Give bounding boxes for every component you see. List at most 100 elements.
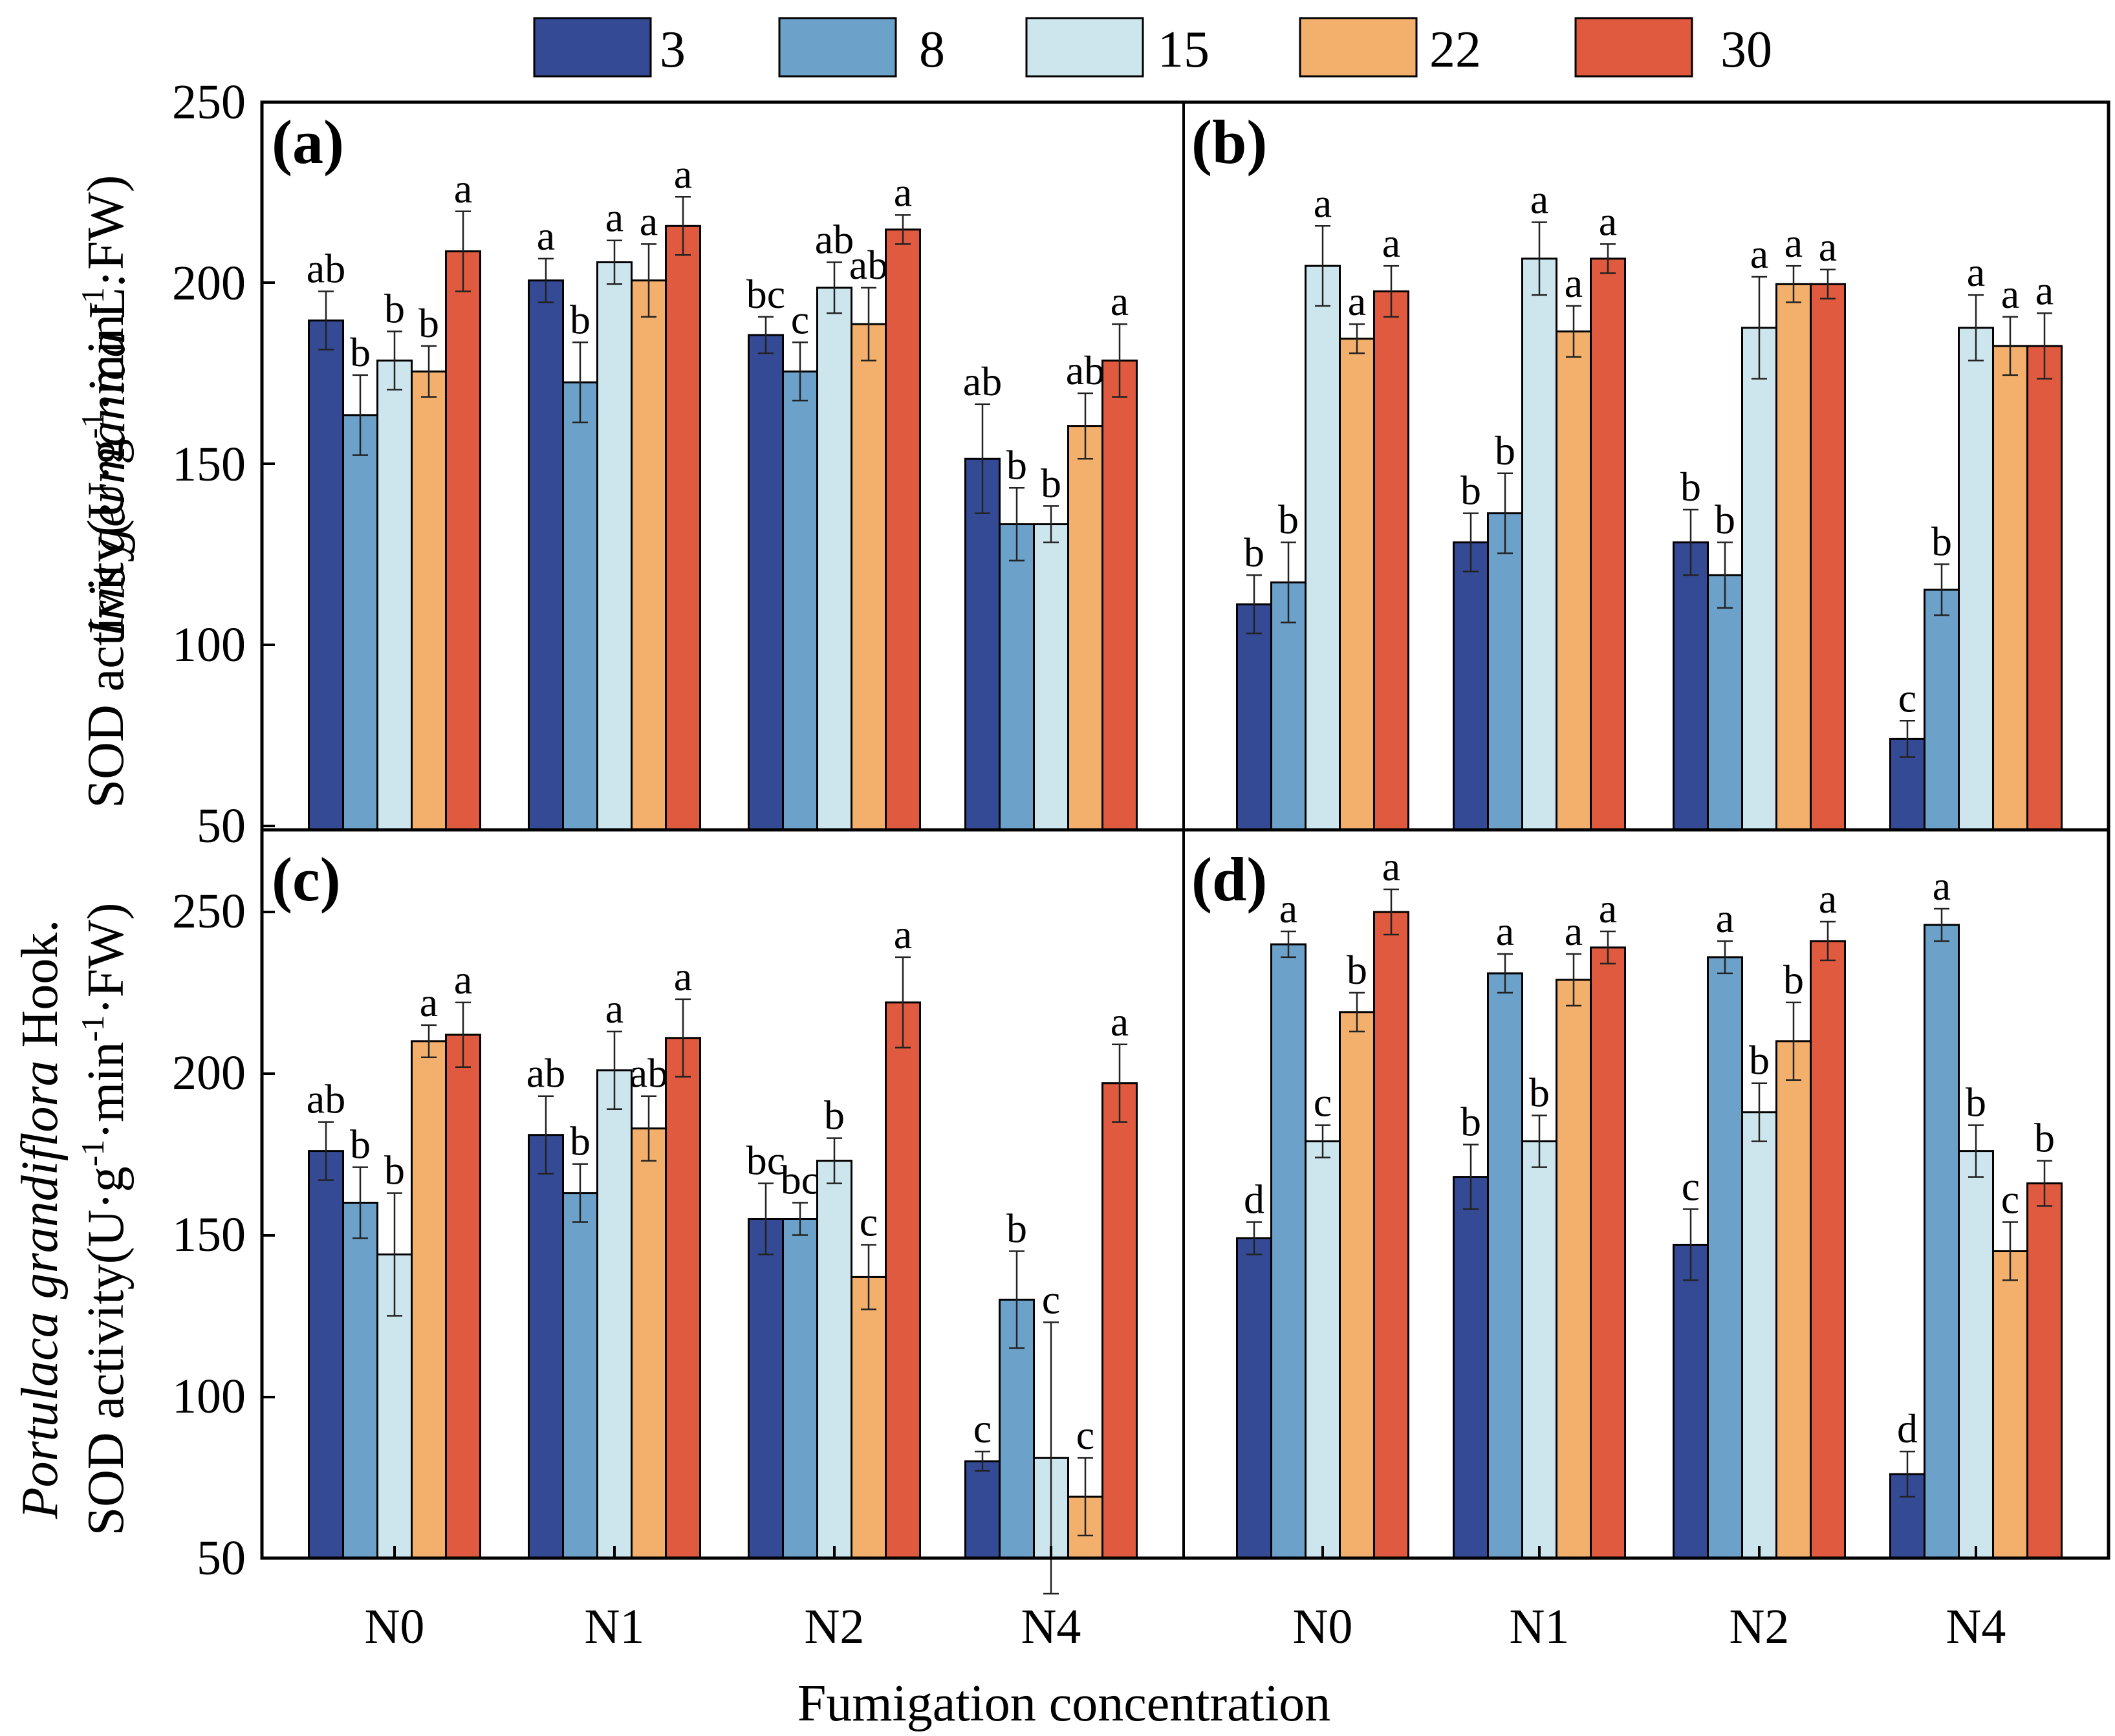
error-bar bbox=[318, 1121, 334, 1181]
significance-label: a bbox=[1279, 885, 1297, 931]
legend-swatch-8 bbox=[778, 17, 897, 78]
bar-n0-8 bbox=[1270, 943, 1307, 1559]
error-bar bbox=[1315, 1124, 1330, 1158]
x-tick-label: N1 bbox=[585, 1600, 645, 1654]
error-bar bbox=[1349, 323, 1365, 354]
x-ticks-left: N0 N1 N2 N4 bbox=[365, 1600, 1081, 1654]
bar-n0-22 bbox=[1339, 1011, 1375, 1559]
species-suffix-iris: L. bbox=[79, 274, 136, 332]
significance-label: b bbox=[1495, 428, 1515, 473]
significance-label: a bbox=[1784, 220, 1803, 266]
x-tick-label: N4 bbox=[1021, 1600, 1081, 1654]
error-bar bbox=[758, 1182, 774, 1255]
y-tick-label: 100 bbox=[172, 1369, 246, 1424]
error-bar bbox=[2037, 1160, 2052, 1207]
bar-n2-22 bbox=[851, 1275, 887, 1559]
legend-label-8: 8 bbox=[919, 21, 945, 78]
error-bar bbox=[1934, 907, 1949, 942]
error-bar bbox=[1900, 720, 1915, 758]
significance-label: bc bbox=[746, 271, 785, 317]
error-bar bbox=[1463, 512, 1479, 572]
bar-n4-8 bbox=[1924, 589, 1960, 831]
error-bar bbox=[455, 210, 471, 292]
significance-label: b bbox=[1931, 518, 1952, 564]
error-bar bbox=[1246, 1221, 1262, 1255]
svg-text:SOD activity(U·g-1·min-1·FW): SOD activity(U·g-1·min-1·FW) bbox=[74, 903, 135, 1536]
bar-n0-22 bbox=[1339, 338, 1375, 831]
significance-label: a bbox=[674, 953, 692, 999]
error-bar bbox=[1349, 992, 1365, 1033]
bar-n0-22 bbox=[411, 1040, 447, 1559]
bar-n2-22 bbox=[1775, 1040, 1812, 1559]
error-bar bbox=[1497, 472, 1513, 554]
significance-label: a bbox=[1565, 908, 1583, 954]
bar-n2-22 bbox=[851, 323, 887, 831]
error-bar bbox=[1009, 1250, 1025, 1349]
bar-n2-8 bbox=[782, 370, 818, 831]
bar-n1-22 bbox=[1556, 330, 1592, 831]
significance-label: ab bbox=[815, 217, 854, 263]
x-axis-title: Fumigation concentration bbox=[797, 1675, 1330, 1732]
x-tick-label: N2 bbox=[1730, 1600, 1790, 1654]
error-bar bbox=[1009, 487, 1025, 561]
bar-n2-3 bbox=[748, 334, 784, 831]
y-axis-units-bottom: SOD activity(U·g-1·min-1·FW) bbox=[74, 903, 135, 1536]
error-bar bbox=[1281, 541, 1296, 624]
significance-label: a bbox=[894, 169, 912, 215]
error-bar bbox=[975, 1450, 990, 1472]
bar-n4-15 bbox=[1958, 1150, 1994, 1559]
significance-label: b bbox=[350, 329, 371, 375]
error-bar bbox=[1078, 1457, 1093, 1537]
bar-n2-3 bbox=[1673, 1244, 1709, 1559]
legend-label-30: 30 bbox=[1720, 21, 1772, 78]
bar-n0-3 bbox=[308, 1150, 344, 1559]
significance-label: a bbox=[1933, 863, 1951, 909]
error-bar bbox=[1281, 930, 1296, 959]
significance-label: bc bbox=[746, 1138, 785, 1184]
significance-label: b bbox=[1460, 468, 1481, 514]
frame-bottom bbox=[260, 828, 2110, 1560]
significance-label: c bbox=[1042, 1276, 1060, 1322]
significance-label: d bbox=[1897, 1405, 1918, 1451]
bar-n0-3 bbox=[308, 320, 344, 831]
significance-label: b bbox=[384, 285, 405, 331]
significance-label: a bbox=[1599, 885, 1617, 931]
bar-n2-15 bbox=[1741, 327, 1777, 831]
significance-label: a bbox=[1716, 895, 1734, 941]
bar-n0-8 bbox=[342, 414, 378, 831]
significance-label: a bbox=[2001, 271, 2019, 317]
bar-n4-22 bbox=[1992, 345, 2028, 831]
bar-n2-15 bbox=[816, 287, 852, 831]
bar-n0-30 bbox=[1373, 290, 1409, 831]
bar-n1-8 bbox=[1487, 512, 1523, 831]
significance-label: a bbox=[1111, 278, 1129, 324]
error-bar bbox=[675, 196, 691, 256]
bar-n4-8 bbox=[1924, 924, 1960, 1559]
bar-n1-8 bbox=[562, 1192, 598, 1559]
y-tick-label: 100 bbox=[172, 618, 246, 672]
error-bar bbox=[1532, 221, 1547, 296]
significance-label: a bbox=[1819, 224, 1837, 270]
error-bar bbox=[2037, 312, 2052, 380]
significance-label: b bbox=[824, 1092, 845, 1138]
bar-n2-8 bbox=[1707, 956, 1743, 1559]
legend-swatch-3 bbox=[533, 17, 652, 78]
legend: 3 8 15 22 30 bbox=[533, 17, 1772, 78]
error-bar bbox=[861, 287, 876, 362]
significance-label: a bbox=[1111, 999, 1129, 1045]
significance-label: b bbox=[384, 1147, 405, 1193]
significance-label: a bbox=[1819, 876, 1837, 922]
bar-n0-15 bbox=[376, 359, 413, 831]
significance-label: b bbox=[1715, 497, 1735, 543]
panel-tag-d: (d) bbox=[1191, 845, 1267, 914]
species-suffix-portulaca: Hook. bbox=[12, 920, 69, 1061]
significance-label: c bbox=[1682, 1164, 1700, 1210]
bar-n2-30 bbox=[1810, 283, 1846, 831]
error-bar bbox=[1112, 1043, 1127, 1123]
bar-n4-30 bbox=[2026, 345, 2063, 831]
x-tick-label: N4 bbox=[1946, 1600, 2006, 1654]
significance-label: b bbox=[1966, 1080, 1986, 1125]
